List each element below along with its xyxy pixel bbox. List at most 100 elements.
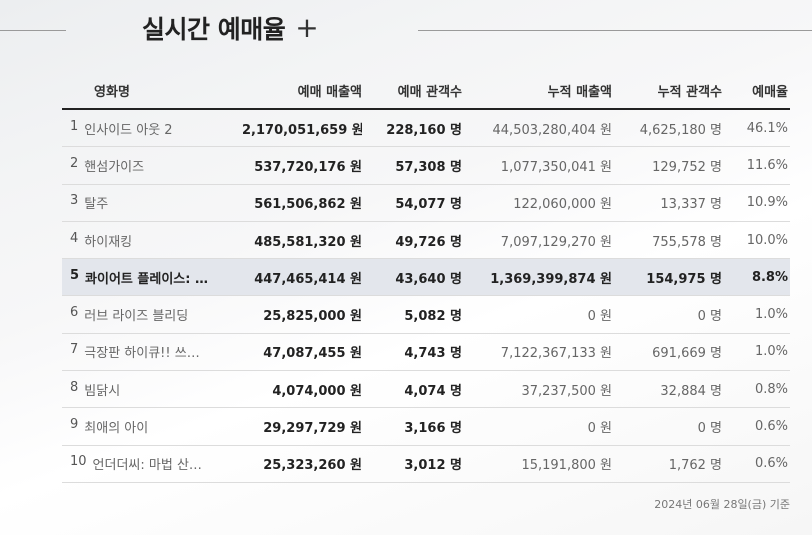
rank-number: 10 [70,454,87,470]
box-office-table: 영화명 예매 매출액 예매 관객수 누적 매출액 누적 관객수 예매율 1 인사이… [62,72,790,483]
booking-rate-cell: 0.6% [754,456,788,472]
movie-title-link[interactable]: 인사이드 아웃 2 [84,122,173,138]
cumulative-audience-cell: 755,578 명 [652,234,722,250]
table-row[interactable]: 6 러브 라이즈 블리딩 25,825,000 원 5,082 명 0 원 0 명 1.0% [62,296,790,334]
booking-rate-cell: 10.9% [746,195,788,211]
booking-sales-cell: 47,087,455 원 [263,346,362,362]
table-row[interactable]: 3 탈주 561,506,862 원 54,077 명 122,060,000 원 13,… [62,185,790,222]
movie-title-link[interactable]: 탈주 [84,197,109,213]
booking-audience-cell: 43,640 명 [395,271,462,287]
booking-audience-cell: 228,160 명 [386,122,462,138]
reference-date: 2024년 06월 28일(금) 기준 [654,498,790,511]
movie-title-link[interactable]: 콰이어트 플레이스: … [85,271,208,287]
booking-sales-cell: 2,170,051,659 원 [242,122,362,138]
cumulative-audience-cell: 13,337 명 [660,197,722,213]
column-header-booking-rate: 예매율 [752,84,788,100]
table-row[interactable]: 10 언더더씨: 마법 산… 25,323,260 원 3,012 명 15,191,8… [62,446,790,483]
movie-cell: 1 인사이드 아웃 2 [62,119,242,138]
rank-number: 9 [70,417,79,433]
movie-title-link[interactable]: 하이재킹 [84,234,133,250]
cumulative-audience-cell: 4,625,180 명 [639,122,722,138]
rank-number: 6 [70,305,79,321]
cumulative-sales-cell: 37,237,500 원 [521,383,612,399]
table-row[interactable]: 8 빔닭시 4,074,000 원 4,074 명 37,237,500 원 32,884… [62,371,790,409]
booking-sales-cell: 485,581,320 원 [254,234,362,250]
movie-cell: 8 빔닭시 [62,380,242,399]
rank-number: 4 [70,230,79,246]
booking-audience-cell: 4,743 명 [404,346,462,362]
column-header-sales: 예매 매출액 [297,84,362,100]
movie-title-link[interactable]: 핸섬가이즈 [84,159,145,175]
title-rule-left [0,30,66,31]
movie-title-link[interactable]: 언더더씨: 마법 산… [92,458,202,474]
movie-cell: 9 최애의 아이 [62,417,242,436]
more-plus-icon[interactable]: + [295,11,319,44]
booking-sales-cell: 447,465,414 원 [254,271,362,287]
booking-rate-cell: 46.1% [746,120,788,136]
movie-cell: 5 콰이어트 플레이스: … [62,268,242,287]
booking-sales-cell: 4,074,000 원 [272,383,362,399]
booking-audience-cell: 3,012 명 [404,458,462,474]
booking-sales-cell: 25,323,260 원 [263,458,362,474]
booking-audience-cell: 57,308 명 [395,159,462,175]
booking-audience-cell: 5,082 명 [404,309,462,325]
section-header: 실시간 예매율 + [142,10,319,46]
booking-audience-cell: 3,166 명 [404,421,462,437]
booking-audience-cell: 4,074 명 [404,383,462,399]
title-rule-right [418,30,812,31]
booking-rate-cell: 10.0% [746,232,788,248]
cumulative-sales-cell: 7,097,129,270 원 [500,234,612,250]
table-header: 영화명 예매 매출액 예매 관객수 누적 매출액 누적 관객수 예매율 [62,72,790,110]
booking-audience-cell: 54,077 명 [395,197,462,213]
movie-cell: 4 하이재킹 [62,231,242,250]
table-row[interactable]: 2 핸섬가이즈 537,720,176 원 57,308 명 1,077,350,041… [62,147,790,185]
booking-rate-cell: 1.0% [754,307,788,323]
rank-number: 7 [70,342,79,358]
rank-number: 2 [70,155,79,171]
column-header-title: 영화명 [94,84,130,100]
cumulative-sales-cell: 1,369,399,874 원 [490,271,612,287]
cumulative-sales-cell: 7,122,367,133 원 [500,346,612,362]
table-body: 1 인사이드 아웃 2 2,170,051,659 원 228,160 명 44,503… [62,110,790,483]
movie-title-link[interactable]: 최애의 아이 [84,421,149,437]
booking-sales-cell: 29,297,729 원 [263,421,362,437]
cumulative-sales-cell: 0 원 [587,309,612,325]
booking-audience-cell: 49,726 명 [395,234,462,250]
movie-title-link[interactable]: 빔닭시 [84,383,121,399]
rank-number: 1 [70,118,79,134]
page-title: 실시간 예매율 [142,15,286,44]
movie-cell: 2 핸섬가이즈 [62,156,242,175]
rank-number: 3 [70,193,79,209]
table-row[interactable]: 5 콰이어트 플레이스: … 447,465,414 원 43,640 명 1,369,… [62,259,790,297]
column-header-cumulative-audience: 누적 관객수 [657,84,722,100]
booking-rate-cell: 8.8% [751,269,788,285]
movie-cell: 6 러브 라이즈 블리딩 [62,305,242,324]
cumulative-sales-cell: 1,077,350,041 원 [500,159,612,175]
cumulative-audience-cell: 129,752 명 [652,159,722,175]
rank-number: 8 [70,379,79,395]
table-row[interactable]: 7 극장판 하이큐!! 쓰… 47,087,455 원 4,743 명 7,122,36… [62,334,790,372]
booking-rate-cell: 11.6% [746,157,788,173]
table-row[interactable]: 1 인사이드 아웃 2 2,170,051,659 원 228,160 명 44,503… [62,110,790,148]
table-row[interactable]: 4 하이재킹 485,581,320 원 49,726 명 7,097,129,270 … [62,222,790,260]
cumulative-audience-cell: 0 명 [697,421,722,437]
cumulative-sales-cell: 15,191,800 원 [521,458,612,474]
booking-sales-cell: 25,825,000 원 [263,309,362,325]
cumulative-audience-cell: 1,762 명 [668,458,722,474]
cumulative-audience-cell: 0 명 [697,309,722,325]
movie-title-link[interactable]: 러브 라이즈 블리딩 [84,309,189,325]
column-header-audience: 예매 관객수 [397,84,462,100]
movie-title-link[interactable]: 극장판 하이큐!! 쓰… [84,346,200,362]
rank-number: 5 [70,267,80,283]
table-row[interactable]: 9 최애의 아이 29,297,729 원 3,166 명 0 원 0 명 0.6% [62,408,790,446]
movie-cell: 7 극장판 하이큐!! 쓰… [62,342,242,361]
booking-sales-cell: 537,720,176 원 [254,159,362,175]
cumulative-audience-cell: 154,975 명 [646,271,722,287]
booking-rate-cell: 1.0% [754,344,788,360]
movie-cell: 10 언더더씨: 마법 산… [62,454,242,473]
cumulative-audience-cell: 691,669 명 [652,346,722,362]
column-header-cumulative-sales: 누적 매출액 [547,84,612,100]
cumulative-sales-cell: 122,060,000 원 [513,197,612,213]
cumulative-audience-cell: 32,884 명 [660,383,722,399]
movie-cell: 3 탈주 [62,193,242,212]
